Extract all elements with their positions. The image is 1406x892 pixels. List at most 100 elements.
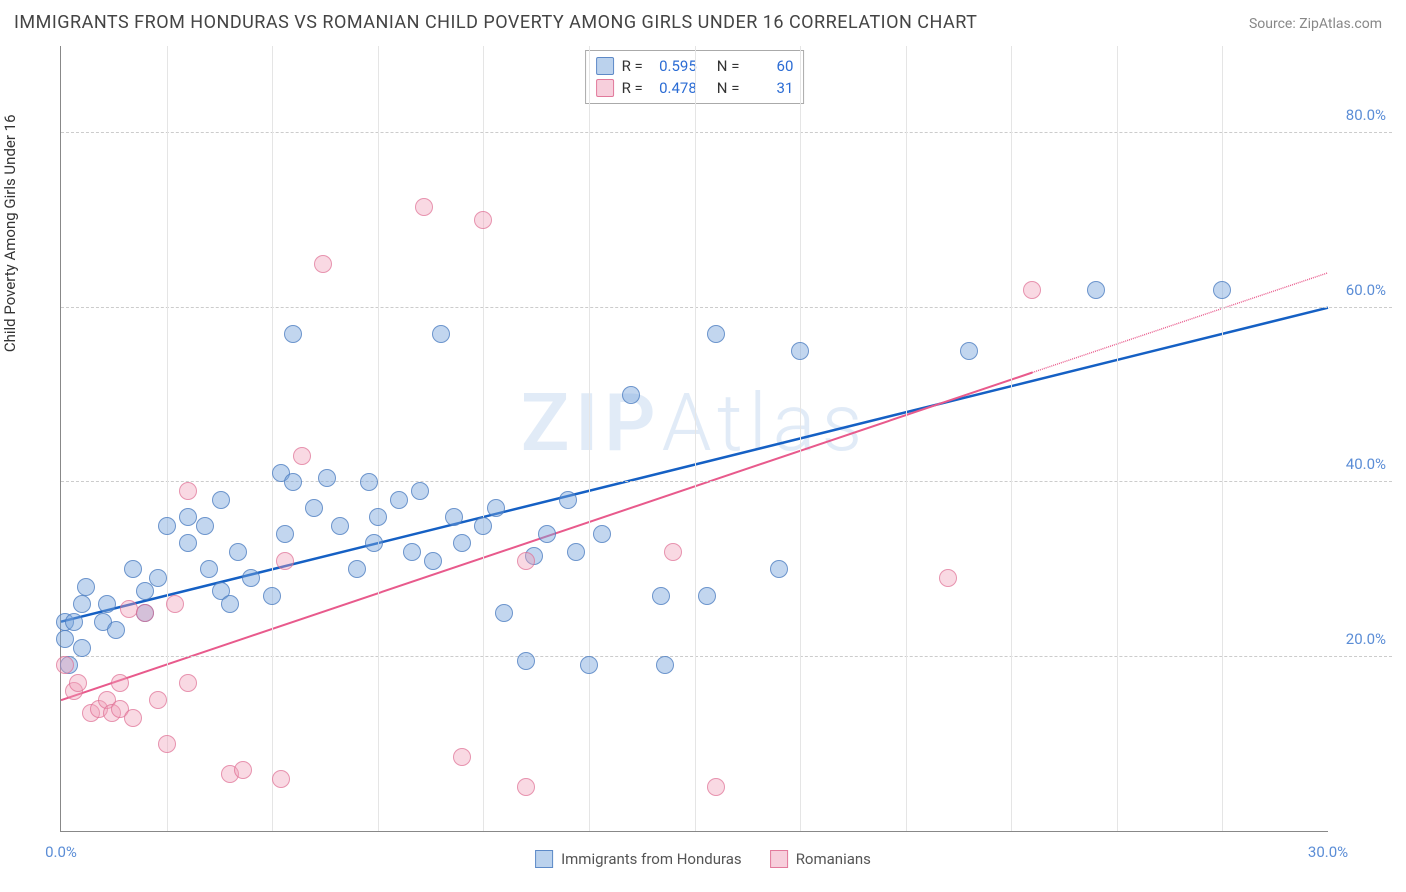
legend-swatch (596, 79, 614, 97)
scatter-point (664, 543, 682, 561)
scatter-point (622, 386, 640, 404)
scatter-point (212, 491, 230, 509)
scatter-point (517, 552, 535, 570)
grid-line-h (61, 656, 1392, 657)
x-tick-label: 30.0% (1308, 843, 1348, 861)
scatter-point (474, 517, 492, 535)
scatter-point (305, 499, 323, 517)
series-name: Immigrants from Honduras (561, 850, 742, 868)
scatter-point (453, 748, 471, 766)
scatter-point (707, 778, 725, 796)
x-tick-label: 0.0% (45, 843, 77, 861)
scatter-point (656, 656, 674, 674)
scatter-point (424, 552, 442, 570)
scatter-point (73, 639, 91, 657)
scatter-point (124, 709, 142, 727)
scatter-point (272, 770, 290, 788)
y-tick-label: 60.0% (1346, 281, 1386, 299)
scatter-point (263, 587, 281, 605)
scatter-point (791, 342, 809, 360)
n-value: 31 (747, 79, 793, 97)
scatter-point (293, 447, 311, 465)
chart-container: Child Poverty Among Girls Under 16 ZIPAt… (14, 46, 1392, 878)
scatter-point (234, 761, 252, 779)
y-tick-label: 20.0% (1346, 630, 1386, 648)
source-name: ZipAtlas.com (1299, 16, 1382, 32)
scatter-point (242, 569, 260, 587)
scatter-point (98, 595, 116, 613)
scatter-point (179, 508, 197, 526)
scatter-point (474, 211, 492, 229)
grid-line-v (378, 46, 379, 831)
scatter-point (770, 560, 788, 578)
scatter-point (158, 517, 176, 535)
scatter-point (707, 325, 725, 343)
scatter-point (65, 613, 83, 631)
n-value: 60 (747, 57, 793, 75)
n-label: N = (717, 79, 740, 97)
grid-line-v (1222, 46, 1223, 831)
scatter-point (73, 595, 91, 613)
scatter-point (276, 525, 294, 543)
scatter-point (1213, 281, 1231, 299)
chart-title: IMMIGRANTS FROM HONDURAS VS ROMANIAN CHI… (14, 12, 977, 33)
scatter-point (495, 604, 513, 622)
scatter-point (939, 569, 957, 587)
scatter-point (390, 491, 408, 509)
series-legend-item: Immigrants from Honduras (535, 850, 742, 868)
grid-line-h (61, 307, 1392, 308)
source-prefix: Source: (1249, 16, 1299, 32)
scatter-point (120, 600, 138, 618)
grid-line-v (1011, 46, 1012, 831)
grid-line-v (167, 46, 168, 831)
scatter-point (411, 482, 429, 500)
scatter-point (124, 560, 142, 578)
scatter-point (517, 778, 535, 796)
scatter-point (403, 543, 421, 561)
scatter-point (56, 656, 74, 674)
grid-line-v (589, 46, 590, 831)
series-legend: Immigrants from Honduras Romanians (535, 850, 871, 868)
series-name: Romanians (796, 850, 871, 868)
scatter-point (348, 560, 366, 578)
scatter-point (1023, 281, 1041, 299)
scatter-point (69, 674, 87, 692)
scatter-point (318, 469, 336, 487)
scatter-point (593, 525, 611, 543)
scatter-point (284, 473, 302, 491)
grid-line-v (1117, 46, 1118, 831)
scatter-point (698, 587, 716, 605)
source-attribution: Source: ZipAtlas.com (1249, 16, 1382, 32)
scatter-point (149, 569, 167, 587)
scatter-point (415, 198, 433, 216)
scatter-point (136, 604, 154, 622)
scatter-point (1087, 281, 1105, 299)
scatter-point (453, 534, 471, 552)
y-tick-label: 40.0% (1346, 455, 1386, 473)
scatter-point (517, 652, 535, 670)
r-label: R = (622, 79, 643, 97)
grid-line-v (695, 46, 696, 831)
scatter-point (567, 543, 585, 561)
scatter-point (149, 691, 167, 709)
grid-line-h (61, 481, 1392, 482)
grid-line-h (61, 132, 1392, 133)
scatter-point (487, 499, 505, 517)
legend-swatch (535, 850, 553, 868)
scatter-point (221, 595, 239, 613)
r-value: 0.595 (651, 57, 697, 75)
r-label: R = (622, 57, 643, 75)
scatter-point (276, 552, 294, 570)
scatter-point (77, 578, 95, 596)
scatter-point (158, 735, 176, 753)
scatter-point (196, 517, 214, 535)
scatter-point (166, 595, 184, 613)
scatter-point (56, 630, 74, 648)
grid-line-v (483, 46, 484, 831)
scatter-point (360, 473, 378, 491)
grid-line-v (800, 46, 801, 831)
scatter-point (559, 491, 577, 509)
y-tick-label: 80.0% (1346, 106, 1386, 124)
grid-line-v (272, 46, 273, 831)
scatter-point (284, 325, 302, 343)
